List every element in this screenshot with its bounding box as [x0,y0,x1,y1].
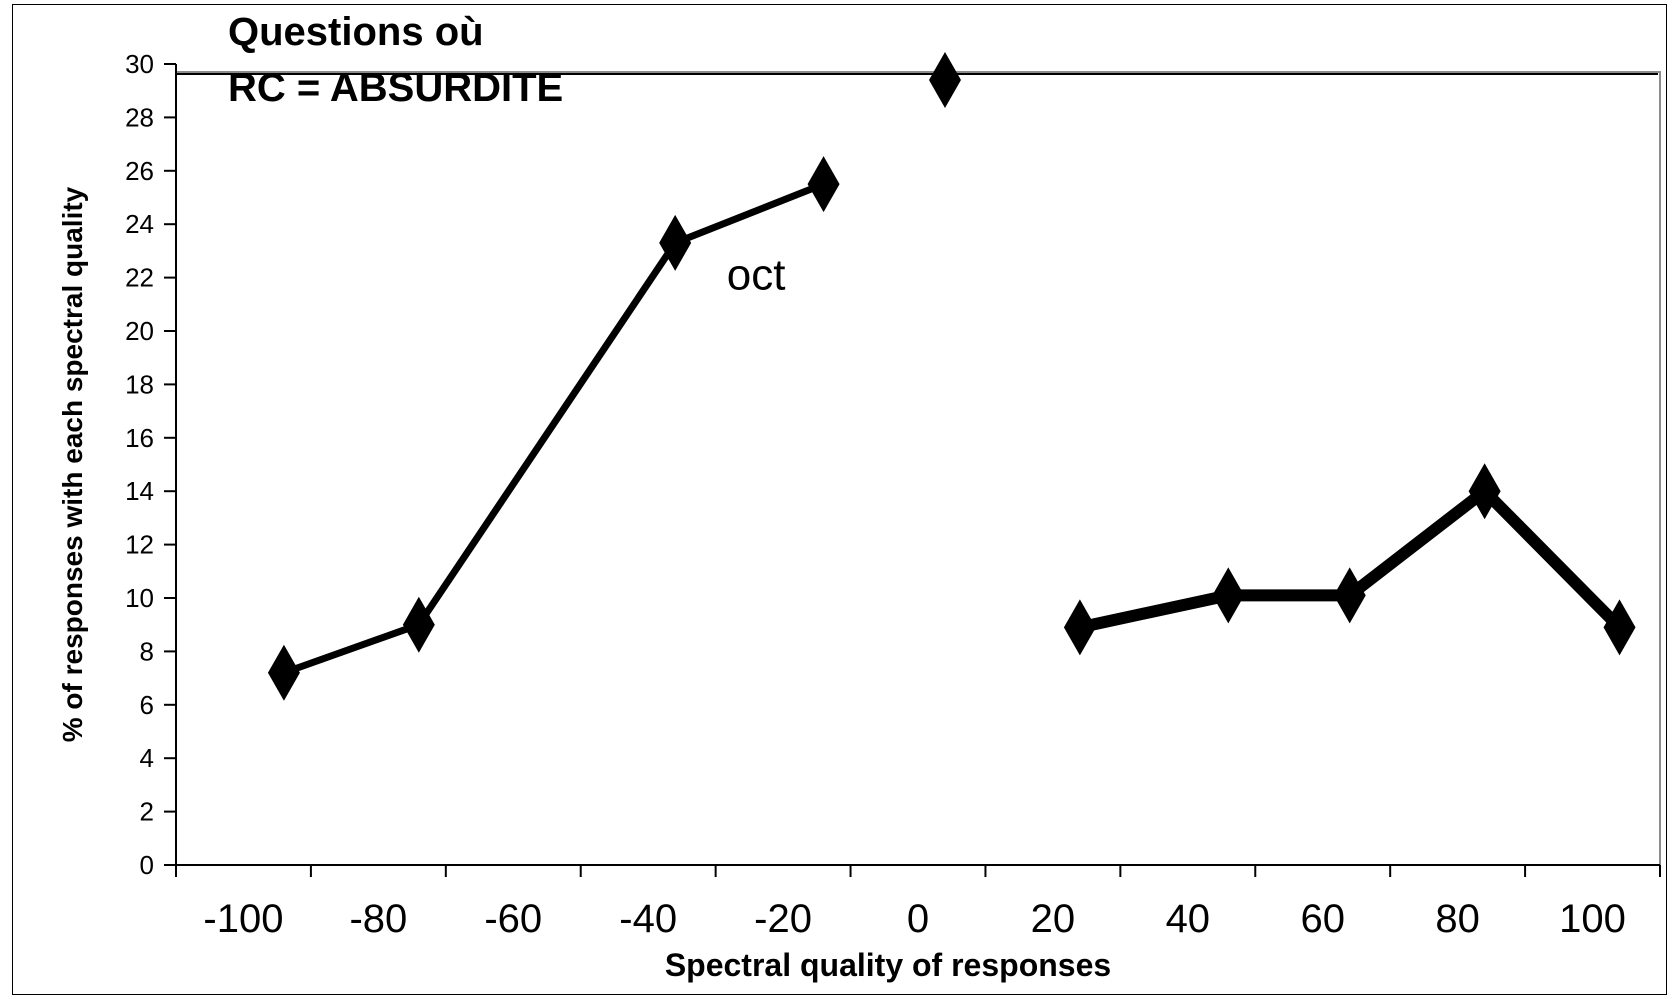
data-point-marker [659,214,692,271]
y-tick-label: 14 [125,476,154,506]
annotation-oct: oct [727,251,786,300]
y-tick-label: 20 [125,316,154,346]
data-point-marker [267,644,300,701]
data-point-marker [1212,567,1245,624]
data-point-marker [1603,599,1636,656]
plot-area-border [175,71,1661,866]
y-tick-label: 6 [140,690,154,720]
series-line-1 [280,180,828,677]
y-tick-label: 26 [125,156,154,186]
chart-title-line-2: RC = ABSURDITE [228,66,564,110]
y-tick-label: 10 [125,583,154,613]
x-tick-label: -100 [203,897,283,941]
y-tick-label: 2 [140,797,154,827]
y-tick-label: 30 [125,49,154,79]
series-group [280,180,1626,677]
x-tick-label: 40 [1166,897,1211,941]
markers-group [267,52,1636,701]
y-tick-label: 4 [140,743,154,773]
y-tick-label: 22 [125,263,154,293]
y-tick-label: 8 [140,636,154,666]
x-tick-label: 0 [907,897,929,941]
data-point-marker [1333,567,1366,624]
y-tick-label: 16 [125,423,154,453]
data-point-marker [1063,599,1096,656]
data-point-marker [928,52,961,109]
data-point-marker [1468,463,1501,520]
plot-area [175,71,1661,866]
x-tick-label: -20 [754,897,812,941]
x-axis-label: Spectral quality of responses [665,947,1111,983]
y-tick-label: 12 [125,530,154,560]
text-group: Spectral quality of responses % of respon… [57,186,1111,983]
data-point-marker [402,596,435,653]
chart-title-line-1: Questions où [228,10,484,54]
y-tick-label: 18 [125,369,154,399]
y-tick-label: 0 [140,850,154,880]
x-tick-label: 80 [1435,897,1480,941]
x-tick-label: 100 [1559,897,1626,941]
x-tick-label: -40 [619,897,677,941]
x-tick-label: -60 [484,897,542,941]
x-tick-label: 60 [1300,897,1345,941]
data-point-marker [807,156,840,213]
x-tick-label: -80 [349,897,407,941]
y-tick-label: 24 [125,209,154,239]
y-axis-label: % of responses with each spectral qualit… [57,186,88,742]
x-tick-label: 20 [1031,897,1076,941]
y-tick-label: 28 [125,102,154,132]
chart-frame [12,4,1667,995]
